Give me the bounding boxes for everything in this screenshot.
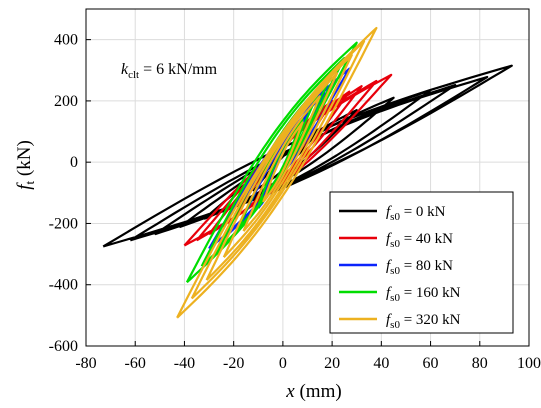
x-tick-label: 100 — [517, 355, 541, 372]
x-tick-label: 60 — [423, 355, 439, 372]
y-tick-label: -400 — [49, 277, 78, 294]
x-axis-label: x (mm) — [285, 381, 341, 402]
x-tick-label: 0 — [279, 355, 287, 372]
y-tick-label: -200 — [49, 215, 78, 232]
y-tick-label: 400 — [54, 32, 78, 49]
x-tick-label: 40 — [373, 355, 389, 372]
y-tick-label: 0 — [70, 154, 78, 171]
y-tick-label: -600 — [49, 338, 78, 355]
y-tick-label: 200 — [54, 93, 78, 110]
x-tick-label: -60 — [125, 355, 146, 372]
x-tick-label: 80 — [472, 355, 488, 372]
x-tick-label: -20 — [223, 355, 244, 372]
x-tick-label: -80 — [75, 355, 96, 372]
x-tick-label: -40 — [174, 355, 195, 372]
x-tick-label: 20 — [324, 355, 340, 372]
y-axis-label: ft (kN) — [14, 140, 37, 190]
